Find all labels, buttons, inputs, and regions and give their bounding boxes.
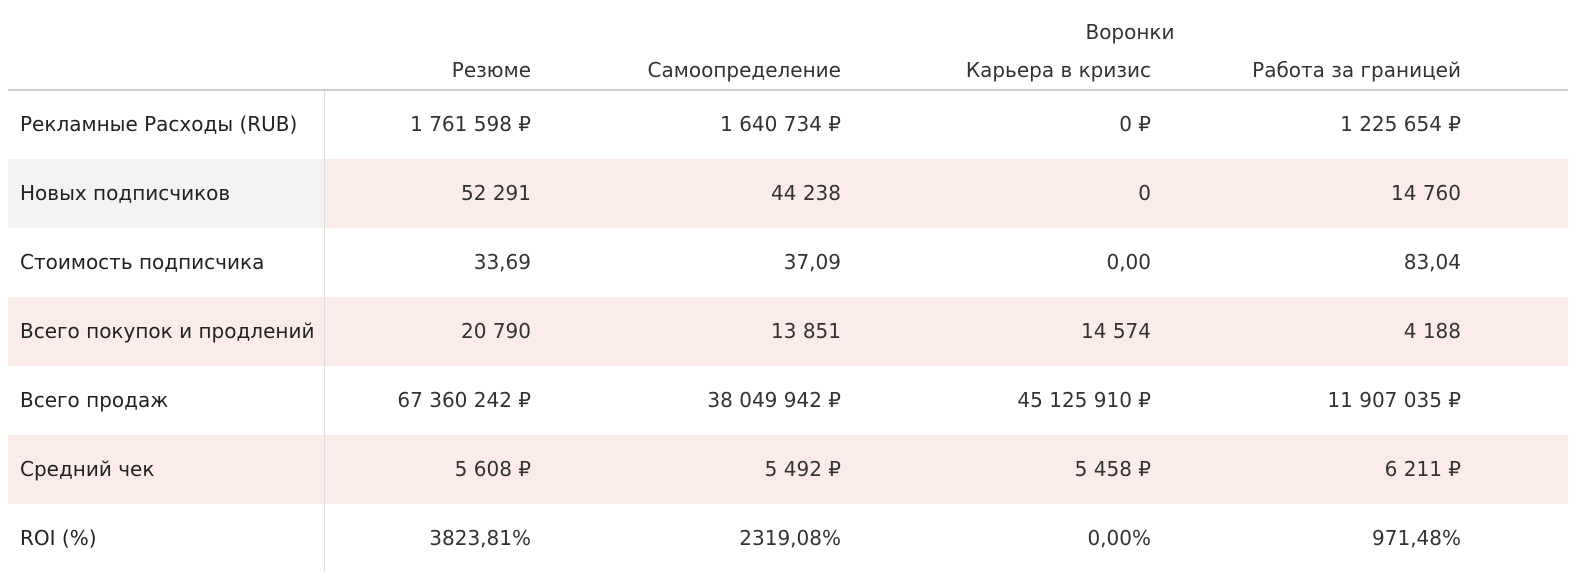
column-header: Карьера в кризис <box>965 58 1151 82</box>
cell: 1 225 654 ₽ <box>1340 112 1461 136</box>
cell: 0,00% <box>1087 526 1151 550</box>
cell: 0,00 <box>1106 250 1151 274</box>
column-header: Работа за границей <box>1252 58 1461 82</box>
group-header: Воронки <box>1085 20 1175 44</box>
label-divider <box>324 91 325 572</box>
cell: 6 211 ₽ <box>1384 457 1461 481</box>
cell: 3823,81% <box>429 526 531 550</box>
cell: 52 291 <box>461 181 531 205</box>
cell: 13 851 <box>771 319 841 343</box>
cell: 14 760 <box>1391 181 1461 205</box>
cell: 5 608 ₽ <box>454 457 531 481</box>
cell: 11 907 035 ₽ <box>1327 388 1461 412</box>
cell: 83,04 <box>1403 250 1461 274</box>
cell: 33,69 <box>473 250 531 274</box>
cell: 5 492 ₽ <box>764 457 841 481</box>
cell: 4 188 <box>1403 319 1461 343</box>
cell: 5 458 ₽ <box>1074 457 1151 481</box>
cell: 1 640 734 ₽ <box>720 112 841 136</box>
row-label: Всего продаж <box>20 388 169 412</box>
row-label: Всего покупок и продлений <box>20 319 315 343</box>
cell: 1 761 598 ₽ <box>410 112 531 136</box>
cell: 14 574 <box>1081 319 1151 343</box>
row-label: Рекламные Расходы (RUB) <box>20 112 298 136</box>
cell: 37,09 <box>783 250 841 274</box>
cell: 67 360 242 ₽ <box>397 388 531 412</box>
row-label: Новых подписчиков <box>20 181 231 205</box>
row-background <box>8 297 1568 366</box>
row-label: Средний чек <box>20 457 155 481</box>
row-label: ROI (%) <box>20 526 97 550</box>
label-highlight <box>8 159 324 228</box>
column-header: Самоопределение <box>647 58 841 82</box>
row-label: Стоимость подписчика <box>20 250 265 274</box>
cell: 0 <box>1138 181 1151 205</box>
cell: 20 790 <box>461 319 531 343</box>
cell: 971,48% <box>1372 526 1461 550</box>
cell: 2319,08% <box>739 526 841 550</box>
header-divider <box>8 89 1568 91</box>
row-background <box>8 435 1568 504</box>
column-header: Резюме <box>451 58 531 82</box>
cell: 0 ₽ <box>1119 112 1151 136</box>
cell: 45 125 910 ₽ <box>1017 388 1151 412</box>
cell: 38 049 942 ₽ <box>707 388 841 412</box>
cell: 44 238 <box>771 181 841 205</box>
